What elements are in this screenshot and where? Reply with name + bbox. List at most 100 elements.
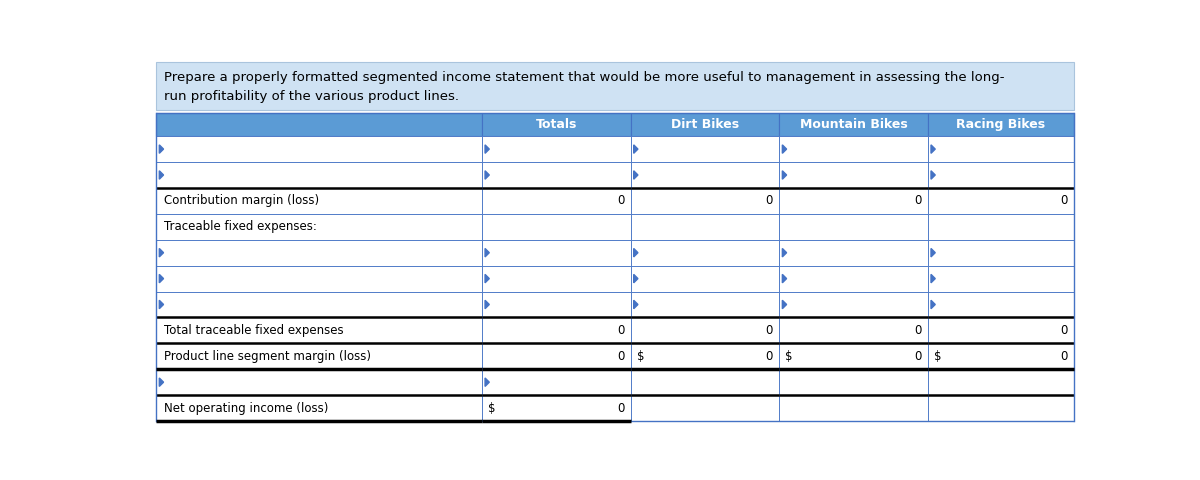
Bar bbox=[779, 162, 928, 188]
Bar bbox=[928, 317, 1074, 343]
Bar bbox=[156, 62, 1074, 110]
Bar bbox=[928, 369, 1074, 395]
Bar bbox=[928, 136, 1074, 162]
Bar bbox=[482, 265, 630, 291]
Bar bbox=[156, 113, 482, 136]
Polygon shape bbox=[485, 171, 490, 179]
Bar bbox=[779, 395, 928, 421]
Bar bbox=[482, 317, 630, 343]
Text: 0: 0 bbox=[1061, 324, 1068, 337]
Bar bbox=[630, 136, 779, 162]
Text: run profitability of the various product lines.: run profitability of the various product… bbox=[164, 90, 458, 103]
Bar bbox=[482, 240, 630, 265]
Bar bbox=[928, 240, 1074, 265]
Bar bbox=[779, 240, 928, 265]
Bar bbox=[482, 214, 630, 240]
Polygon shape bbox=[634, 300, 638, 309]
Bar bbox=[928, 291, 1074, 317]
Bar bbox=[156, 136, 482, 162]
Bar bbox=[779, 265, 928, 291]
Bar bbox=[156, 369, 482, 395]
Bar bbox=[630, 214, 779, 240]
Text: 0: 0 bbox=[766, 350, 773, 363]
Bar bbox=[630, 162, 779, 188]
Polygon shape bbox=[160, 145, 163, 153]
Bar bbox=[928, 214, 1074, 240]
Polygon shape bbox=[931, 249, 935, 257]
Polygon shape bbox=[634, 171, 638, 179]
Polygon shape bbox=[485, 145, 490, 153]
Bar bbox=[630, 188, 779, 214]
Polygon shape bbox=[160, 171, 163, 179]
Text: Contribution margin (loss): Contribution margin (loss) bbox=[164, 194, 319, 207]
Bar bbox=[779, 369, 928, 395]
Polygon shape bbox=[634, 145, 638, 153]
Polygon shape bbox=[485, 300, 490, 309]
Text: Totals: Totals bbox=[535, 118, 577, 131]
Text: 0: 0 bbox=[617, 350, 624, 363]
Bar bbox=[928, 265, 1074, 291]
Text: Racing Bikes: Racing Bikes bbox=[956, 118, 1045, 131]
Bar bbox=[779, 136, 928, 162]
Bar bbox=[928, 188, 1074, 214]
Bar bbox=[482, 395, 630, 421]
Bar bbox=[156, 395, 482, 421]
Polygon shape bbox=[485, 378, 490, 386]
Polygon shape bbox=[160, 378, 163, 386]
Polygon shape bbox=[782, 171, 787, 179]
Text: 0: 0 bbox=[617, 402, 624, 415]
Polygon shape bbox=[931, 145, 935, 153]
Text: Total traceable fixed expenses: Total traceable fixed expenses bbox=[164, 324, 343, 337]
Text: Prepare a properly formatted segmented income statement that would be more usefu: Prepare a properly formatted segmented i… bbox=[164, 71, 1004, 84]
Bar bbox=[156, 291, 482, 317]
Polygon shape bbox=[931, 300, 935, 309]
Text: $: $ bbox=[934, 350, 942, 363]
Text: 0: 0 bbox=[766, 194, 773, 207]
Text: 0: 0 bbox=[914, 194, 922, 207]
Text: 0: 0 bbox=[1061, 194, 1068, 207]
Polygon shape bbox=[160, 300, 163, 309]
Text: $: $ bbox=[637, 350, 644, 363]
Text: 0: 0 bbox=[617, 194, 624, 207]
Bar bbox=[630, 317, 779, 343]
Bar bbox=[482, 162, 630, 188]
Bar bbox=[928, 113, 1074, 136]
Polygon shape bbox=[160, 249, 163, 257]
Bar bbox=[156, 162, 482, 188]
Bar bbox=[482, 113, 630, 136]
Text: Net operating income (loss): Net operating income (loss) bbox=[164, 402, 329, 415]
Text: 0: 0 bbox=[914, 324, 922, 337]
Text: 0: 0 bbox=[1061, 350, 1068, 363]
Text: Product line segment margin (loss): Product line segment margin (loss) bbox=[164, 350, 371, 363]
Bar bbox=[779, 291, 928, 317]
Bar bbox=[630, 240, 779, 265]
Bar bbox=[156, 214, 482, 240]
Bar bbox=[779, 214, 928, 240]
Bar bbox=[779, 343, 928, 369]
Bar bbox=[482, 369, 630, 395]
Bar bbox=[156, 317, 482, 343]
Bar bbox=[928, 395, 1074, 421]
Polygon shape bbox=[634, 249, 638, 257]
Polygon shape bbox=[782, 300, 787, 309]
Text: 0: 0 bbox=[617, 324, 624, 337]
Bar bbox=[630, 343, 779, 369]
Bar bbox=[928, 343, 1074, 369]
Text: $: $ bbox=[488, 402, 496, 415]
Bar bbox=[630, 113, 779, 136]
Polygon shape bbox=[485, 249, 490, 257]
Bar bbox=[482, 136, 630, 162]
Bar bbox=[482, 188, 630, 214]
Polygon shape bbox=[782, 275, 787, 283]
Bar bbox=[630, 369, 779, 395]
Bar bbox=[630, 291, 779, 317]
Bar bbox=[630, 265, 779, 291]
Text: 0: 0 bbox=[914, 350, 922, 363]
Bar bbox=[482, 343, 630, 369]
Bar bbox=[156, 265, 482, 291]
Bar bbox=[779, 317, 928, 343]
Bar bbox=[928, 162, 1074, 188]
Bar bbox=[630, 395, 779, 421]
Text: 0: 0 bbox=[766, 324, 773, 337]
Polygon shape bbox=[931, 171, 935, 179]
